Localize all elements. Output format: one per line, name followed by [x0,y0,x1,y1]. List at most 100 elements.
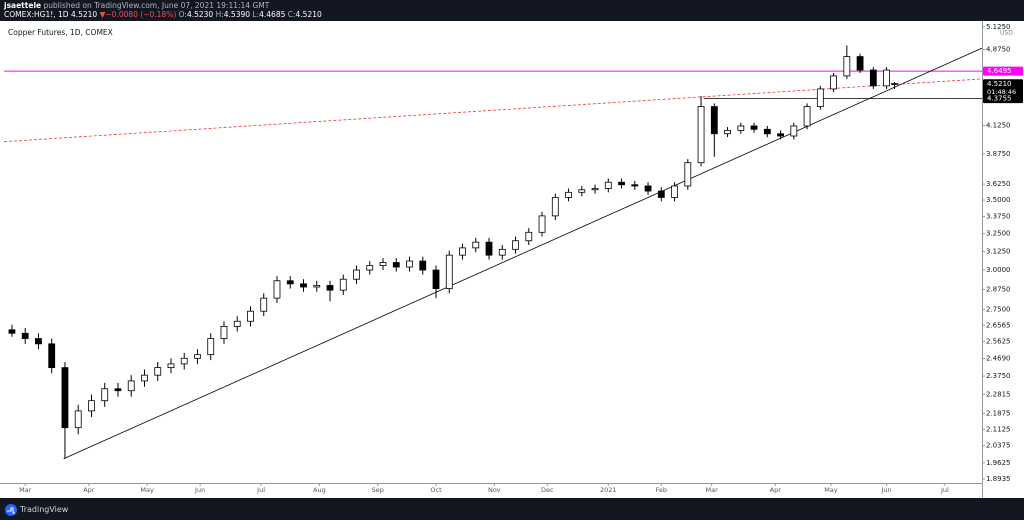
candle-body [419,260,427,271]
candle-body [260,297,268,312]
candle-body [710,106,718,135]
candle-body [671,185,678,198]
candle-body [432,269,440,289]
candle-body [763,128,771,135]
y-tick-label: 2.5625 [986,338,1011,346]
candle-body [141,374,148,382]
y-tick-label: 3.6250 [986,180,1011,188]
candle-body [366,265,374,271]
candle-body [565,191,572,198]
o-val: 4.5230 [186,10,214,19]
chart-bg [0,21,1024,498]
y-tick-label: 3.0000 [986,266,1011,274]
candle-body [392,262,400,268]
brand: TradingView [20,505,69,514]
candle-body [724,130,731,135]
x-tick-label: May [824,486,838,494]
price-label-box [983,79,1023,97]
y-tick-label: 2.0375 [986,442,1011,450]
candle-body [180,357,188,365]
candle-body [737,125,745,131]
candle-body [74,410,82,429]
candle-body [233,320,241,327]
candle-body [891,83,898,85]
x-tick-label: Apr [83,486,95,494]
candle-body [485,241,493,256]
x-tick-label: Nov [488,486,501,494]
y-tick-label: 3.5000 [986,196,1011,204]
x-tick-label: Mar [706,486,719,494]
l-val: 4.4685 [259,10,286,19]
candle-body [591,188,599,191]
candle-body [247,310,254,322]
y-tick-label: 1.8935 [986,475,1011,483]
footer: TradingView [0,498,1024,520]
x-tick-label: Feb [656,486,668,494]
candle-body [300,283,307,288]
candle-body [339,278,347,291]
trend-line [63,47,983,460]
candle-body [445,254,453,289]
x-tick-label: Dec [541,486,554,494]
candle-body [220,325,228,339]
candle-body [498,248,506,256]
chart: Copper Futures, 1D, COMEX USD 5.1250 4.87… [0,21,1024,498]
price-label-box [983,94,1023,104]
h-val: 4.5390 [223,10,251,19]
price-label: 4.5210 [987,80,1012,88]
candle-body [379,262,387,266]
candle-body [127,380,135,392]
price-label-box [983,66,1023,76]
y-tick-label: 2.8750 [986,285,1011,293]
x-tick-label: Jul [256,486,265,494]
x-tick-label: Sep [372,486,384,494]
candle-body [194,354,201,359]
x-tick-label: May [140,486,154,494]
candle-body [101,388,109,402]
candle-body [313,285,321,288]
header-line: COMEX:HG1!, 1D 4.5210 ▼−0.0080 (−0.18%) … [4,10,1020,19]
candle-body [167,363,175,369]
x-tick-label: 2021 [600,486,617,494]
candle-body [207,338,215,356]
h-key: H: [215,10,224,19]
currency: USD [1000,30,1013,37]
header-line: jsaettele published on TradingView.com, … [4,1,1020,10]
y-tick-label: 2.6565 [986,321,1011,329]
candle-body [604,181,612,189]
c-val: 4.5210 [295,10,322,19]
last: 4.5210 [70,10,98,19]
x-tick-label: Jul [940,486,949,494]
y-tick-label: 2.1875 [986,409,1011,417]
candle-body [790,125,798,137]
candle-body [154,367,162,376]
y-tick-label: 5.1250 [986,23,1011,31]
candle-body [843,56,851,77]
price-label: 4.3755 [987,95,1012,103]
candle-body [551,197,559,217]
candle-body [286,280,294,285]
y-tick-label: 3.1250 [986,248,1011,256]
candle-body [803,106,811,127]
published: published on TradingView.com, June 07, 2… [43,1,270,10]
x-tick-label: Aug [313,486,326,494]
candle-body [472,241,480,249]
chart-title: Copper Futures, 1D, COMEX [8,28,113,37]
candle-body [273,280,281,299]
y-tick-label: 3.8750 [986,150,1011,158]
y-tick-label: 4.1250 [986,121,1011,129]
y-tick-label: 2.3750 [986,372,1011,380]
candle-body [684,162,692,187]
arrow: ▼ [99,10,106,19]
x-tick-label: Mar [19,486,32,494]
y-tick-label: 4.8750 [986,46,1011,54]
candle-body [697,106,705,164]
candle-body [406,260,413,268]
candle-body [538,215,546,233]
candle-body [657,190,665,198]
o-key: O: [178,10,187,19]
candle-body [777,133,784,137]
candle-body [48,343,56,369]
l-key: L: [252,10,260,19]
y-tick-label: 2.4690 [986,355,1011,363]
